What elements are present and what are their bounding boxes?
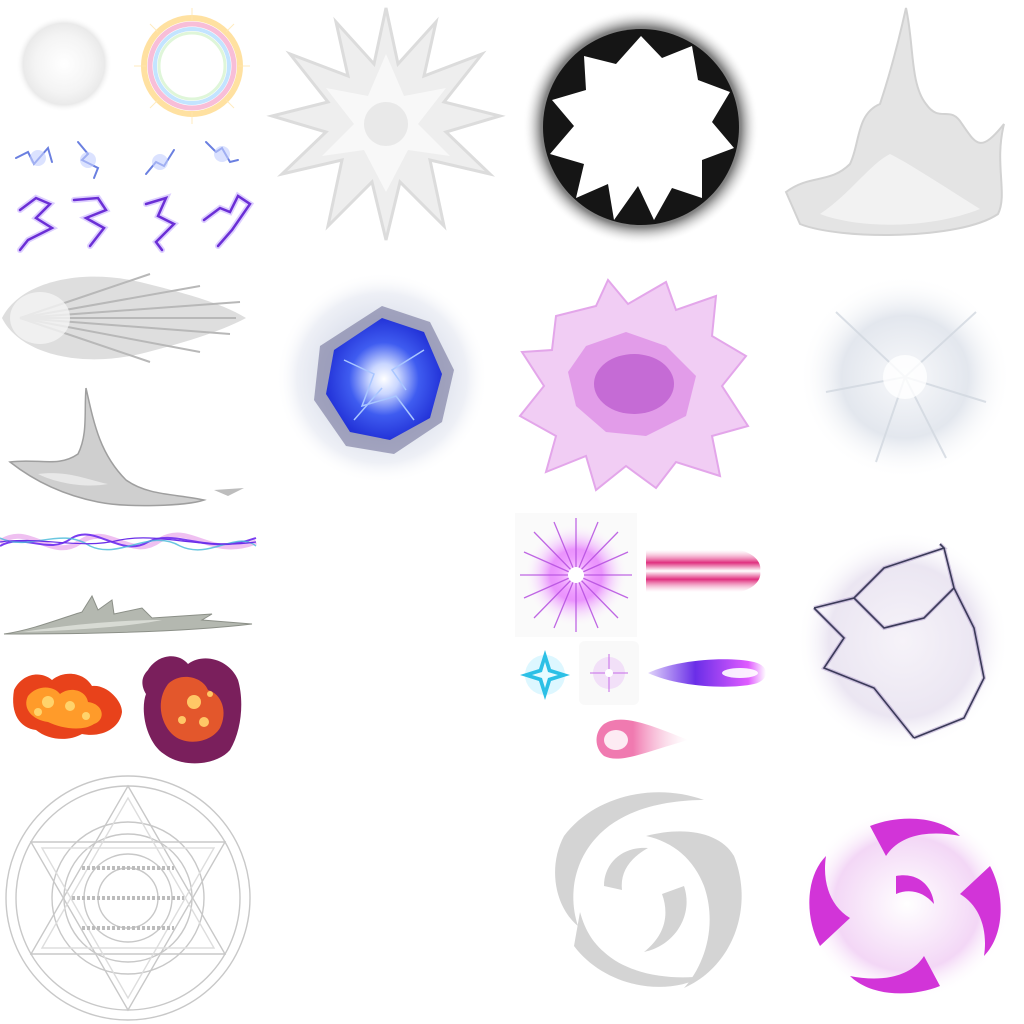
small-blue-sparks-icon bbox=[8, 134, 244, 184]
cyan-diamond-spark-icon bbox=[516, 646, 574, 704]
gray-swirl-vortex-icon bbox=[534, 776, 756, 1000]
purple-lightning-bolts-icon bbox=[6, 190, 255, 254]
black-ring-shockwave-icon bbox=[522, 8, 760, 246]
pink-comet-blob-icon bbox=[594, 712, 690, 766]
pale-frost-nova-icon bbox=[796, 272, 1014, 482]
hexagram-magic-circle-icon bbox=[2, 772, 254, 1024]
upward-smoke-plume-icon bbox=[780, 4, 1008, 242]
pink-laser-beam-icon bbox=[644, 542, 762, 600]
rainbow-halo-ring-icon bbox=[132, 6, 252, 126]
tiny-violet-flare-icon bbox=[578, 640, 640, 706]
white-starburst-icon bbox=[266, 4, 506, 244]
purple-fire-cloud-icon bbox=[138, 650, 244, 768]
magenta-spiral-vortex-icon bbox=[800, 806, 1014, 1002]
gray-wave-slash-icon bbox=[8, 384, 246, 510]
gray-ground-slash-icon bbox=[2, 590, 256, 638]
dark-lightning-web-icon bbox=[794, 528, 1012, 754]
violet-lightning-stream-icon bbox=[0, 516, 257, 568]
magenta-crystal-burst-icon bbox=[516, 276, 752, 492]
magenta-star-flare-icon bbox=[514, 512, 638, 638]
gray-speed-burst-icon bbox=[0, 262, 248, 374]
soft-glow-orb-icon bbox=[14, 14, 114, 114]
violet-plasma-bolt-icon bbox=[646, 652, 772, 694]
blue-energy-core-icon bbox=[274, 270, 490, 486]
orange-fire-cloud-icon bbox=[8, 666, 126, 744]
